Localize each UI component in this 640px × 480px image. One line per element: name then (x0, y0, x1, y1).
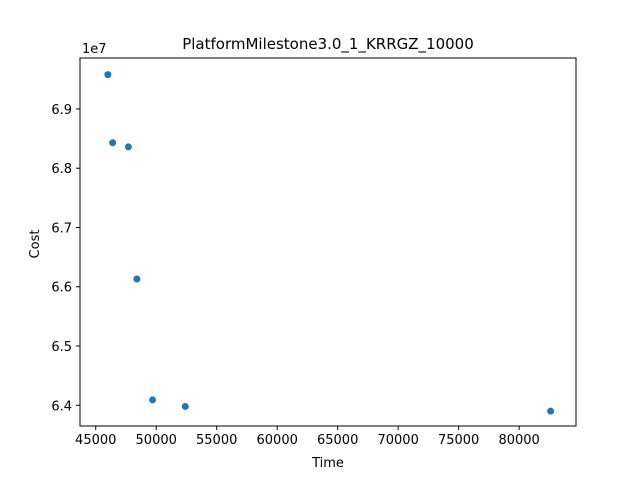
y-tick-label: 6.9 (51, 103, 72, 118)
y-tick-label: 6.4 (51, 399, 72, 414)
data-point (181, 402, 189, 410)
data-point (124, 143, 132, 151)
y-tick-label: 6.5 (51, 340, 72, 355)
y-axis-label: Cost (28, 230, 43, 259)
data-point (109, 139, 117, 147)
plot-area: 45000 50000 55000 60000 65000 70000 75000 80000… (51, 57, 577, 448)
y-tick-label: 6.7 (51, 221, 72, 236)
x-tick-label: 75000 (438, 433, 479, 448)
y-tick-label: 6.8 (51, 162, 72, 177)
x-axis-label: Time (311, 456, 344, 471)
x-tick-label: 50000 (136, 433, 177, 448)
x-tick-label: 60000 (257, 433, 298, 448)
data-point (149, 396, 157, 404)
y-tick-label: 6.6 (51, 281, 72, 296)
y-offset-text: 1e7 (82, 42, 107, 57)
x-tick-label: 70000 (377, 433, 418, 448)
data-point (133, 275, 141, 283)
axes-frame (79, 57, 577, 427)
x-tick-label: 45000 (75, 433, 116, 448)
chart-title: PlatformMilestone3.0_1_KRRGZ_10000 (182, 35, 474, 54)
x-tick-label: 65000 (317, 433, 358, 448)
data-point (104, 71, 112, 79)
data-point (547, 407, 555, 415)
x-tick-label: 80000 (498, 433, 539, 448)
x-tick-label: 55000 (196, 433, 237, 448)
